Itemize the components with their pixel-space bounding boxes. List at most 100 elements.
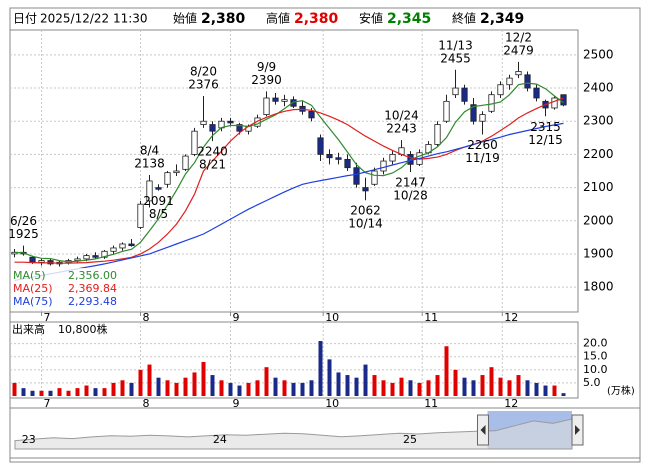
annotation-date: 9/9 xyxy=(257,60,276,74)
volume-bar xyxy=(183,377,188,396)
volume-unit: (万株) xyxy=(607,384,635,397)
candle-body xyxy=(353,167,360,185)
volume-bar xyxy=(363,364,368,396)
y-tick-label: 10.0 xyxy=(583,363,608,376)
volume-bar xyxy=(84,385,89,396)
volume-bar xyxy=(120,380,125,396)
candle-body xyxy=(155,187,162,190)
annotation-date: 12/2 xyxy=(505,30,532,44)
candle-body xyxy=(74,258,81,261)
candle-body xyxy=(128,243,135,247)
volume-bar xyxy=(300,382,305,396)
handle-arrow xyxy=(575,425,580,435)
candle-body xyxy=(389,154,396,162)
volume-bar xyxy=(525,380,530,396)
annotation-date: 10/24 xyxy=(384,109,419,123)
candle-body xyxy=(434,124,441,145)
x-tick-label: 24 xyxy=(213,433,227,446)
y-tick-label: 20.0 xyxy=(583,337,608,350)
candle-body xyxy=(227,120,234,124)
x-tick-label: 12 xyxy=(504,311,518,324)
volume-bar xyxy=(219,380,224,396)
volume-bar xyxy=(516,375,521,396)
y-tick-label: 2000 xyxy=(583,213,614,227)
y-tick-label: 1900 xyxy=(583,246,614,260)
candle-body xyxy=(317,137,324,155)
volume-bar xyxy=(561,393,566,396)
volume-bar xyxy=(291,382,296,396)
volume-bar xyxy=(30,390,35,396)
ma-line xyxy=(14,82,564,263)
volume-bar xyxy=(147,364,152,396)
candle-body xyxy=(47,260,54,265)
annotation-value: 2091 xyxy=(143,194,174,208)
annotation-date: 8/21 xyxy=(199,158,226,172)
candle-body xyxy=(182,155,189,170)
volume-bar xyxy=(480,375,485,396)
y-tick-label: 2400 xyxy=(583,81,614,95)
volume-bar xyxy=(462,377,467,396)
legend-value: 2,356.00 xyxy=(68,269,117,282)
header-item-value: 2,349 xyxy=(480,11,524,27)
candle-body xyxy=(200,120,207,125)
volume-bar xyxy=(435,375,440,396)
annotation-date: 11/13 xyxy=(438,38,473,52)
y-tick-label: 2300 xyxy=(583,114,614,128)
navigator-panel xyxy=(9,407,641,459)
volume-bar xyxy=(453,369,458,396)
candle-body xyxy=(281,99,288,102)
volume-bar xyxy=(507,380,512,396)
volume-bar xyxy=(39,390,44,396)
candle-body xyxy=(308,110,315,119)
volume-bar xyxy=(309,380,314,396)
volume-bar xyxy=(201,361,206,396)
volume-bar xyxy=(381,380,386,396)
volume-bar xyxy=(57,388,62,396)
candle-body xyxy=(11,251,18,255)
candle-body xyxy=(362,187,369,192)
candle-body xyxy=(101,250,108,258)
annotation-date: 10/28 xyxy=(393,188,428,202)
annotation-value: 2455 xyxy=(440,51,471,65)
volume-bar xyxy=(138,369,143,396)
candle-body xyxy=(83,255,90,260)
annotation-value: 2240 xyxy=(197,145,228,159)
candle-body xyxy=(191,130,198,155)
x-tick-label: 8 xyxy=(143,397,150,410)
volume-bar xyxy=(129,382,134,396)
annotation-value: 2376 xyxy=(188,78,219,92)
header-item-label: 高値 xyxy=(266,11,290,26)
header-item-value: 2,380 xyxy=(201,11,246,27)
handle-arrow xyxy=(480,425,486,435)
volume-bar xyxy=(156,377,161,396)
volume-bar xyxy=(489,367,494,396)
candle-body xyxy=(38,260,45,263)
volume-bar xyxy=(12,382,17,396)
x-tick-label: 12 xyxy=(504,397,518,410)
candle-body xyxy=(263,97,270,116)
candle-body xyxy=(236,124,243,132)
volume-bar xyxy=(336,372,341,396)
candle-body xyxy=(515,71,522,76)
legend-value: 2,369.84 xyxy=(68,282,117,295)
volume-bar xyxy=(318,341,323,396)
volume-bar xyxy=(417,382,422,396)
x-tick-label: 25 xyxy=(403,433,417,446)
x-tick-label: 10 xyxy=(325,397,339,410)
volume-bar xyxy=(444,346,449,396)
header-date: 2025/12/22 11:30 xyxy=(40,12,148,26)
y-tick-label: 5.0 xyxy=(583,376,601,389)
candle-body xyxy=(380,160,387,172)
candle-body xyxy=(497,84,504,96)
legend xyxy=(11,268,119,310)
volume-bar xyxy=(264,367,269,396)
candle-body xyxy=(344,158,351,169)
annotation-value: 2062 xyxy=(350,204,381,218)
volume-bar xyxy=(111,382,116,396)
y-tick-label: 15.0 xyxy=(583,350,608,363)
volume-bar xyxy=(210,375,215,396)
header-item-label: 安値 xyxy=(359,11,383,26)
volume-bar xyxy=(471,380,476,396)
